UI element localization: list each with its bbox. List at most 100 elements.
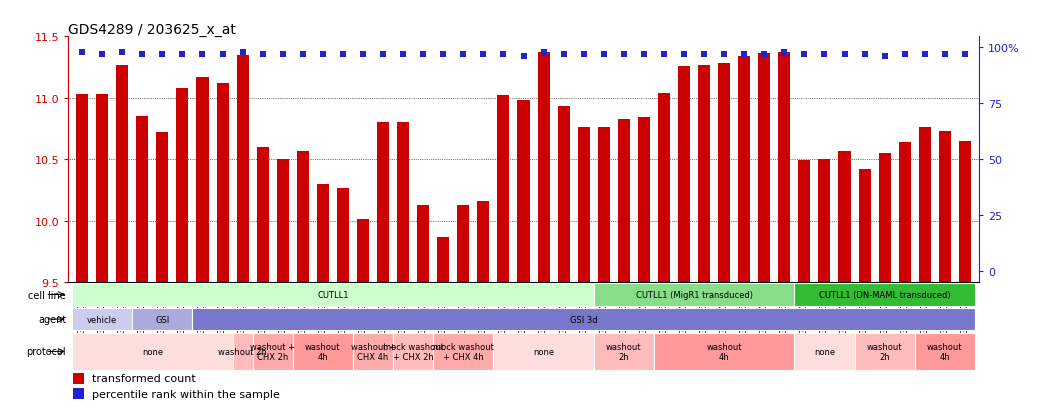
Point: [355, 52, 372, 58]
Bar: [353, 333, 393, 370]
Bar: [939, 132, 951, 282]
Point: [415, 52, 431, 58]
Text: none: none: [814, 347, 836, 356]
Point: [936, 52, 953, 58]
Bar: [357, 220, 369, 282]
Point: [335, 52, 352, 58]
Bar: [438, 237, 449, 282]
Bar: [517, 101, 530, 282]
Bar: [72, 373, 85, 384]
Point: [254, 52, 271, 58]
Text: washout 2h: washout 2h: [218, 347, 267, 356]
Bar: [493, 333, 594, 370]
Text: percentile rank within the sample: percentile rank within the sample: [92, 389, 280, 399]
Point: [636, 52, 652, 58]
Bar: [618, 119, 630, 282]
Point: [495, 52, 512, 58]
Point: [515, 54, 532, 61]
Text: GSI: GSI: [155, 315, 170, 324]
Bar: [76, 95, 88, 282]
Point: [596, 52, 612, 58]
Bar: [156, 133, 169, 282]
Bar: [72, 388, 85, 399]
Text: washout
2h: washout 2h: [606, 342, 642, 361]
Text: protocol: protocol: [26, 347, 66, 356]
Point: [154, 52, 171, 58]
Bar: [136, 117, 149, 282]
Point: [816, 52, 832, 58]
Bar: [859, 170, 871, 282]
Text: CUTLL1 (MigR1 transduced): CUTLL1 (MigR1 transduced): [636, 290, 753, 299]
Bar: [393, 333, 433, 370]
Bar: [638, 118, 650, 282]
Point: [575, 52, 592, 58]
Bar: [598, 128, 609, 282]
Point: [616, 52, 632, 58]
Point: [435, 52, 451, 58]
Point: [655, 52, 672, 58]
Bar: [819, 160, 830, 282]
Text: GSI 3d: GSI 3d: [570, 315, 598, 324]
Bar: [594, 333, 654, 370]
Bar: [915, 333, 975, 370]
Point: [375, 52, 392, 58]
Point: [756, 52, 773, 58]
Point: [114, 50, 131, 56]
Bar: [317, 184, 329, 282]
Text: washout
4h: washout 4h: [305, 342, 340, 361]
Point: [555, 52, 572, 58]
Bar: [839, 151, 850, 282]
Bar: [678, 66, 690, 282]
Bar: [497, 96, 510, 282]
Text: agent: agent: [38, 314, 66, 324]
Point: [215, 52, 231, 58]
Bar: [232, 333, 252, 370]
Point: [314, 52, 331, 58]
Bar: [458, 205, 469, 282]
Bar: [594, 283, 795, 306]
Point: [876, 54, 893, 61]
Bar: [377, 123, 389, 282]
Point: [455, 52, 472, 58]
Bar: [738, 57, 751, 282]
Bar: [252, 333, 293, 370]
Point: [235, 50, 251, 56]
Bar: [72, 333, 232, 370]
Bar: [698, 65, 710, 282]
Text: washout
4h: washout 4h: [707, 342, 742, 361]
Bar: [197, 78, 208, 282]
Text: none: none: [533, 347, 554, 356]
Text: washout +
CHX 2h: washout + CHX 2h: [250, 342, 295, 361]
Point: [174, 52, 191, 58]
Bar: [397, 123, 409, 282]
Bar: [778, 53, 790, 282]
Point: [896, 52, 913, 58]
Bar: [477, 202, 489, 282]
Point: [916, 52, 933, 58]
Point: [294, 52, 311, 58]
Bar: [276, 160, 289, 282]
Point: [475, 52, 492, 58]
Text: transformed count: transformed count: [92, 373, 196, 383]
Point: [695, 52, 712, 58]
Text: CUTLL1: CUTLL1: [317, 290, 349, 299]
Point: [796, 52, 812, 58]
Text: washout
4h: washout 4h: [927, 342, 962, 361]
Bar: [654, 333, 795, 370]
Bar: [72, 308, 132, 331]
Bar: [558, 107, 570, 282]
Bar: [578, 128, 589, 282]
Bar: [176, 89, 188, 282]
Point: [957, 52, 974, 58]
Point: [395, 52, 411, 58]
Point: [94, 52, 111, 58]
Bar: [293, 333, 353, 370]
Text: cell line: cell line: [28, 290, 66, 300]
Bar: [758, 55, 771, 282]
Bar: [296, 151, 309, 282]
Bar: [72, 283, 594, 306]
Bar: [799, 161, 810, 282]
Text: washout
2h: washout 2h: [867, 342, 903, 361]
Bar: [854, 333, 915, 370]
Bar: [193, 308, 975, 331]
